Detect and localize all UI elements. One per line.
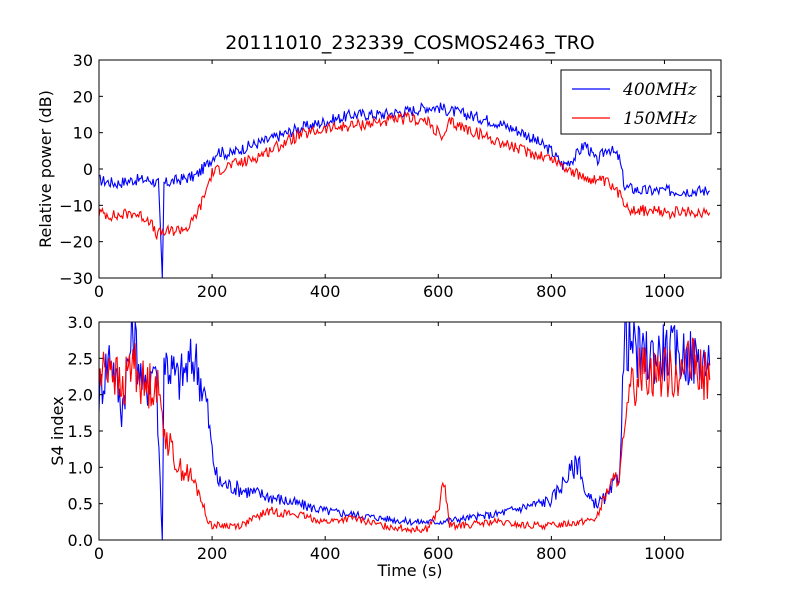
power-plot: 0 200 400 600 800 1000 −30 −20 −10 0 10 20 30 Relati…	[36, 51, 722, 301]
s4-plot-xlabel: Time (s)	[376, 561, 442, 580]
s4-plot-ticks: 0 200 400 600 800 1000 0.0 0.5 1.0 1.5 2.0 2.5 3.0	[68, 313, 721, 563]
s4-ytick-label: 0.5	[68, 495, 93, 514]
s4-xtick-label: 400	[310, 544, 341, 563]
s4-ytick-label: 0.0	[68, 531, 93, 550]
legend-frame	[560, 69, 712, 135]
power-xtick-label: 1000	[644, 282, 685, 301]
s4-xtick-label: 800	[536, 544, 567, 563]
legend: 400MHz 150MHz	[560, 69, 712, 135]
s4-xtick-label: 1000	[644, 544, 685, 563]
s4-plot: 0 200 400 600 800 1000 0.0 0.5 1.0 1.5 2.0 2.5 3.0 S…	[48, 313, 722, 580]
power-xtick-label: 600	[423, 282, 454, 301]
s4-ytick-label: 1.5	[68, 422, 93, 441]
s4-xtick-label: 0	[94, 544, 104, 563]
s4-series-150mhz	[99, 337, 711, 535]
power-plot-ticks: 0 200 400 600 800 1000 −30 −20 −10 0 10 20 30	[59, 51, 721, 301]
power-xtick-label: 200	[197, 282, 228, 301]
legend-label-400: 400MHz	[622, 80, 698, 100]
s4-plot-ylabel: S4 index	[48, 396, 67, 465]
power-ytick-label: 10	[73, 124, 93, 143]
power-xtick-label: 0	[94, 282, 104, 301]
power-plot-series	[99, 102, 711, 278]
s4-xtick-label: 600	[423, 544, 454, 563]
legend-label-150: 150MHz	[623, 109, 698, 129]
power-ytick-label: −10	[59, 196, 93, 215]
s4-plot-series	[99, 322, 711, 540]
power-plot-ylabel: Relative power (dB)	[36, 90, 55, 248]
power-ytick-label: −30	[59, 269, 93, 288]
s4-ytick-label: 2.5	[68, 349, 93, 368]
power-ytick-label: 20	[73, 87, 93, 106]
power-ytick-label: 30	[73, 51, 93, 70]
power-xtick-label: 800	[536, 282, 567, 301]
s4-series-400mhz	[99, 322, 711, 540]
s4-plot-frame	[98, 321, 722, 541]
power-ytick-label: 0	[83, 160, 93, 179]
s4-ytick-label: 1.0	[68, 458, 93, 477]
power-xtick-label: 400	[310, 282, 341, 301]
s4-ytick-label: 2.0	[68, 386, 93, 405]
s4-xtick-label: 200	[197, 544, 228, 563]
power-ytick-label: −20	[59, 233, 93, 252]
power-series-400mhz	[99, 102, 711, 278]
power-series-150mhz	[99, 111, 711, 240]
figure-title: 20111010_232339_COSMOS2463_TRO	[225, 32, 595, 54]
s4-ytick-label: 3.0	[68, 313, 93, 332]
